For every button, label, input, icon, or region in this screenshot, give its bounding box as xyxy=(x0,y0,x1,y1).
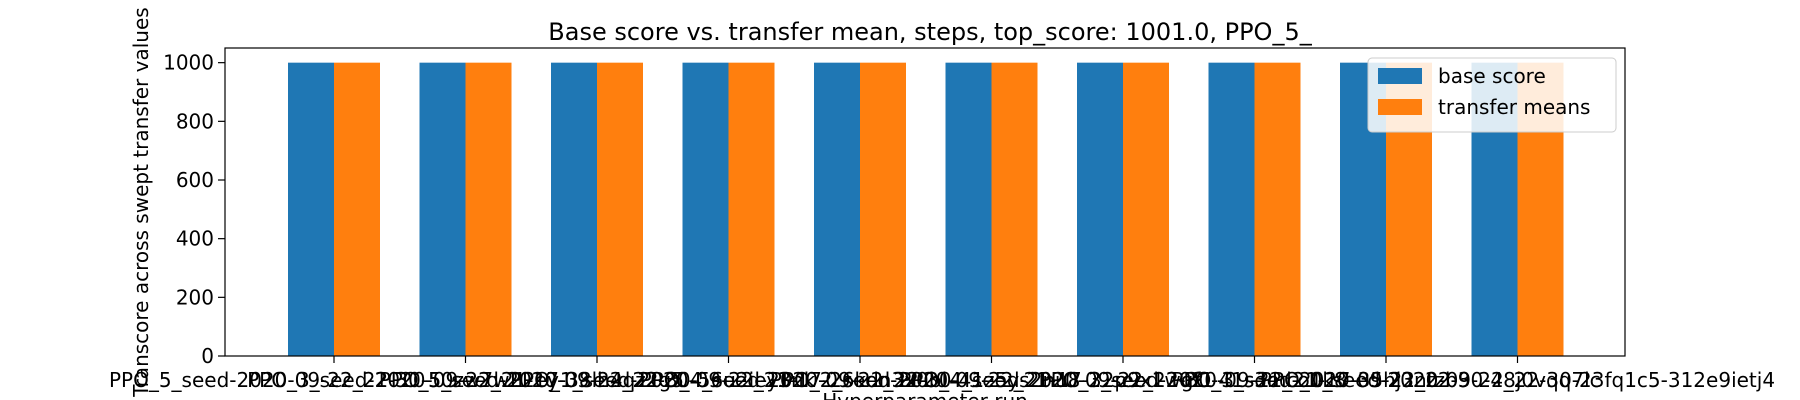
x-tick-label: PPO_1_seed-2020-09-22_21-17-26kdn3x0bl xyxy=(510,368,947,392)
x-axis: PPO_5_seed-2020-09-22_22-30-50zw7w22eyPP… xyxy=(109,356,1775,392)
chart-title: Base score vs. transfer mean, steps, top… xyxy=(548,18,1312,46)
y-tick-label: 200 xyxy=(176,285,214,309)
bar-transfer-means-2 xyxy=(465,62,512,357)
y-axis-label: Transcore across swept transfer values xyxy=(129,7,153,397)
bar-transfer-means-4 xyxy=(728,62,775,357)
x-axis-label: Hyperparameter run xyxy=(822,389,1028,400)
y-tick-label: 400 xyxy=(176,227,214,251)
legend-label-transfer-means: transfer means xyxy=(1438,95,1590,119)
y-tick-label: 0 xyxy=(201,344,214,368)
x-tick-label: PPO_1_seed-2020-09-22_22-30-23fq1c5-312e… xyxy=(1260,368,1775,392)
legend-swatch-transfer-means xyxy=(1378,99,1422,115)
x-tick-label: PPO_4_seed-2020-09-22_22-30-41z5ys2nu8 xyxy=(640,368,1081,392)
y-tick-label: 1000 xyxy=(163,51,214,75)
x-tick-label: PPO_2_seed-2020-09-22_21-17-35hj3ntzb9 xyxy=(1039,368,1471,392)
plot-frame xyxy=(224,47,1626,357)
x-tick-label: PPO_3_seed-2020-09-22_21-17-38lh4qz2g5 xyxy=(247,368,684,392)
legend-label-base-score: base score xyxy=(1438,64,1546,88)
bar-base-score-4 xyxy=(682,62,729,357)
x-tick-label: PPO_3_seed-2020-09-22_22-30-48j0vqq7lc xyxy=(1171,368,1600,392)
bar-transfer-means-1 xyxy=(334,62,380,357)
x-tick-label: PPO_4_seed-2020-09-22_22-30-41s3mco0k8 xyxy=(899,368,1346,392)
bar-base-score-5 xyxy=(814,62,860,357)
bars-group xyxy=(288,62,1564,357)
bar-base-score-8 xyxy=(1208,62,1255,357)
legend: base score transfer means xyxy=(1367,57,1617,133)
bar-base-score-2 xyxy=(419,62,466,357)
bar-base-score-1 xyxy=(288,62,334,357)
bar-base-score-7 xyxy=(1077,62,1123,357)
legend-box xyxy=(1367,57,1617,133)
y-tick-label: 800 xyxy=(176,109,214,133)
bar-base-score-3 xyxy=(551,62,597,357)
bar-transfer-means-6 xyxy=(991,62,1038,357)
bar-transfer-means-5 xyxy=(860,62,906,357)
y-axis: 0 200 400 600 800 1000 xyxy=(163,51,225,368)
bar-base-score-6 xyxy=(945,62,992,357)
x-tick-label: PPO_5_seed-2020-09-22_22-30-50zw7w22ey xyxy=(109,368,559,392)
bar-transfer-means-7 xyxy=(1123,62,1169,357)
x-tick-label: PPO_2_seed-2020-09-22_21-17-32p9x1wgf1 xyxy=(770,368,1213,392)
x-tick-label: PPO_5_seed-2020-09-22_22-30-56u2iey3nk xyxy=(379,368,816,392)
bar-transfer-means-3 xyxy=(597,62,643,357)
legend-swatch-base-score xyxy=(1378,68,1422,84)
y-tick-label: 600 xyxy=(176,168,214,192)
bar-transfer-means-8 xyxy=(1254,62,1301,357)
